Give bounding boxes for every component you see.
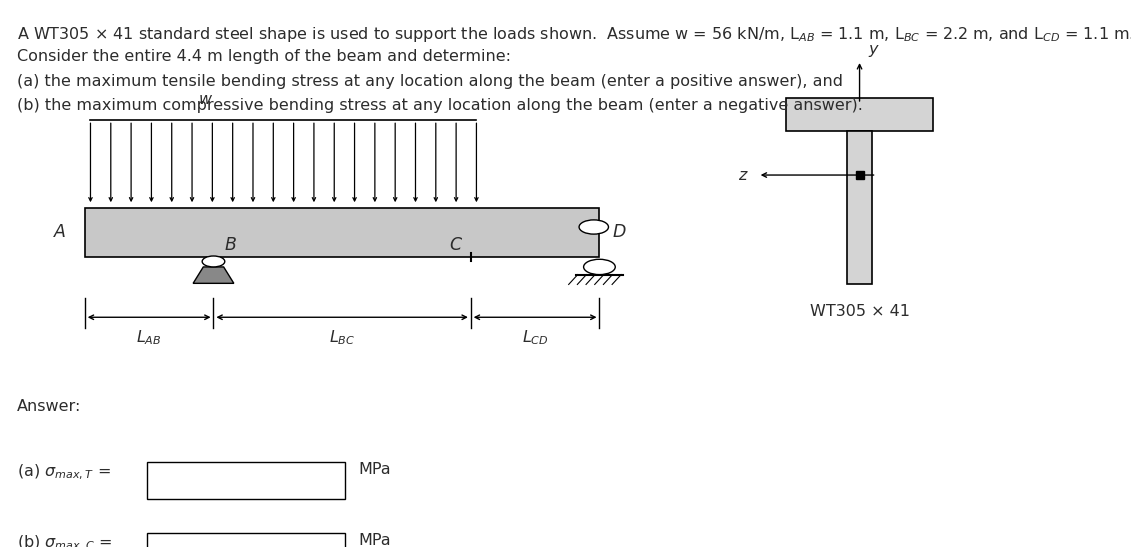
Text: WT305 × 41: WT305 × 41 [810,304,909,318]
Text: D: D [613,224,627,241]
Text: $L_{AB}$: $L_{AB}$ [137,328,162,347]
Bar [85,208,599,257]
Circle shape [579,220,608,234]
Text: (a) $\sigma_{max,T}$ =: (a) $\sigma_{max,T}$ = [17,462,111,481]
Text: w: w [199,92,213,107]
Text: A WT305 × 41 standard steel shape is used to support the loads shown.  Assume w : A WT305 × 41 standard steel shape is use… [17,25,1131,44]
Text: A: A [54,224,66,241]
Text: $L_{CD}$: $L_{CD}$ [521,328,549,347]
FancyBboxPatch shape [147,533,345,547]
Text: $L_{BC}$: $L_{BC}$ [329,328,355,347]
Bar [786,98,933,131]
Text: C: C [450,236,461,254]
FancyBboxPatch shape [147,462,345,499]
Text: (a) the maximum tensile bending stress at any location along the beam (enter a p: (a) the maximum tensile bending stress a… [17,74,843,89]
Text: (b) the maximum compressive bending stress at any location along the beam (enter: (b) the maximum compressive bending stre… [17,98,863,113]
Bar [847,131,872,284]
Text: Consider the entire 4.4 m length of the beam and determine:: Consider the entire 4.4 m length of the … [17,49,511,64]
Text: z: z [739,167,746,183]
Text: MPa: MPa [359,533,391,547]
Text: (b) $\sigma_{max,C}$ =: (b) $\sigma_{max,C}$ = [17,533,112,547]
Circle shape [202,256,225,267]
Text: B: B [225,236,236,254]
Polygon shape [193,267,234,283]
Text: Answer:: Answer: [17,399,81,414]
Circle shape [584,259,615,275]
Text: y: y [869,43,878,57]
Text: MPa: MPa [359,462,391,477]
